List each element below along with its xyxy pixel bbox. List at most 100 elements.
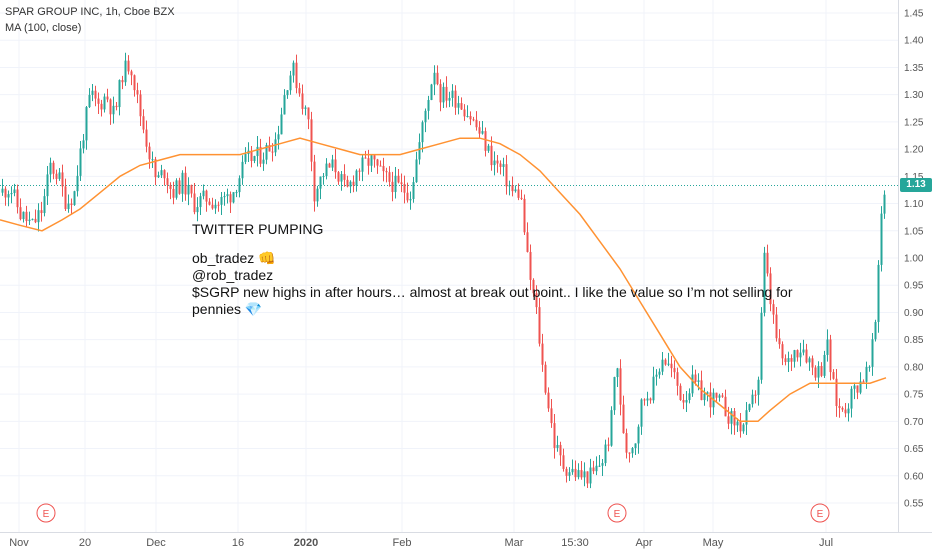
price-tick-label: 0.80 (904, 362, 924, 373)
candle-body (847, 408, 850, 414)
candle-body (214, 204, 217, 209)
candle-body (103, 96, 106, 110)
candle-body (391, 181, 394, 193)
candle-body (823, 354, 826, 376)
price-tick-label: 1.40 (904, 36, 924, 47)
candle-body (865, 366, 868, 382)
earnings-marker[interactable]: E (810, 503, 830, 523)
candle-body (853, 385, 856, 389)
candle-body (46, 174, 49, 197)
candle-body (118, 80, 121, 108)
candle-body (721, 395, 724, 397)
candle-body (256, 146, 259, 157)
candle-body (376, 159, 379, 166)
candle-body (334, 159, 337, 173)
candle-body (106, 96, 109, 100)
candle-body (574, 468, 577, 478)
candle-body (43, 196, 46, 214)
candle-body (742, 424, 745, 432)
earnings-marker[interactable]: E (607, 503, 627, 523)
candle-body (274, 139, 277, 153)
candle-body (481, 131, 484, 134)
earnings-marker[interactable]: E (36, 503, 56, 523)
candle-body (175, 180, 178, 198)
candle-body (145, 129, 148, 147)
candle-body (580, 470, 583, 478)
candle-body (406, 192, 409, 201)
candle-body (382, 166, 385, 172)
price-tick-label: 1.00 (904, 254, 924, 265)
candle-body (679, 385, 682, 401)
time-tick-label: Nov (9, 537, 29, 549)
candle-body (532, 279, 535, 294)
candle-body (418, 142, 421, 160)
candle-body (757, 379, 760, 395)
candle-body (340, 174, 343, 182)
candle-body (34, 218, 37, 223)
candle-body (454, 90, 457, 108)
candle-body (685, 400, 688, 403)
candle-body (760, 312, 763, 380)
candle-body (241, 161, 244, 179)
candle-body (610, 410, 613, 446)
candle-body (598, 465, 601, 467)
price-tick-label: 0.70 (904, 417, 924, 428)
candle-body (640, 399, 643, 427)
candle-body (577, 470, 580, 478)
time-tick-label: Apr (635, 537, 652, 549)
earnings-marker-label: E (614, 509, 621, 520)
candle-body (79, 148, 82, 176)
symbol-title[interactable]: SPAR GROUP INC, 1h, Cboe BZX (5, 6, 175, 18)
candle-body (466, 115, 469, 117)
candle-body (676, 372, 679, 386)
candle-body (493, 160, 496, 166)
candle-body (388, 172, 391, 182)
indicator-label[interactable]: MA (100, close) (5, 22, 82, 34)
candle-body (163, 170, 166, 179)
candle-body (544, 364, 547, 393)
candle-body (514, 189, 517, 192)
candle-body (217, 204, 220, 206)
candle-body (157, 175, 160, 178)
candle-body (673, 368, 676, 373)
candle-body (736, 421, 739, 426)
candle-body (745, 410, 748, 425)
candle-body (367, 158, 370, 166)
candle-body (682, 400, 685, 403)
candle-body (799, 352, 802, 358)
candle-body (301, 93, 304, 109)
time-tick-label: Jul (819, 537, 833, 549)
price-tick-label: 0.55 (904, 499, 924, 510)
grid (0, 0, 898, 532)
candle-body (550, 408, 553, 424)
candle-body (19, 207, 22, 220)
candle-body (589, 467, 592, 484)
price-tick-label: 1.30 (904, 90, 924, 101)
price-tick-label: 0.75 (904, 390, 924, 401)
candle-body (769, 273, 772, 305)
candle-body (634, 443, 637, 449)
time-axis[interactable]: Nov 20 Dec 16 2020 Feb Mar 15:30 Apr May Jul (9, 537, 833, 549)
candle-body (433, 72, 436, 85)
candle-body (319, 176, 322, 189)
candle-body (613, 377, 616, 411)
candle-body (178, 180, 181, 194)
candle-body (223, 196, 226, 198)
candle-body (802, 349, 805, 353)
candle-body (202, 190, 205, 197)
candle-body (547, 392, 550, 409)
candle-body (730, 411, 733, 424)
candle-body (307, 107, 310, 120)
price-axis[interactable]: 0.55 0.60 0.65 0.70 0.75 0.80 0.85 0.90 0.95 1.00… (904, 9, 924, 510)
candle-body (868, 366, 871, 368)
candle-body (478, 127, 481, 134)
candle-body (16, 189, 19, 208)
candle-body (331, 159, 334, 168)
candle-body (883, 194, 886, 214)
candle-body (859, 381, 862, 393)
candle-body (739, 421, 742, 432)
time-tick-label: Mar (505, 537, 524, 549)
candle-body (142, 116, 145, 130)
price-tick-label: 0.65 (904, 444, 924, 455)
